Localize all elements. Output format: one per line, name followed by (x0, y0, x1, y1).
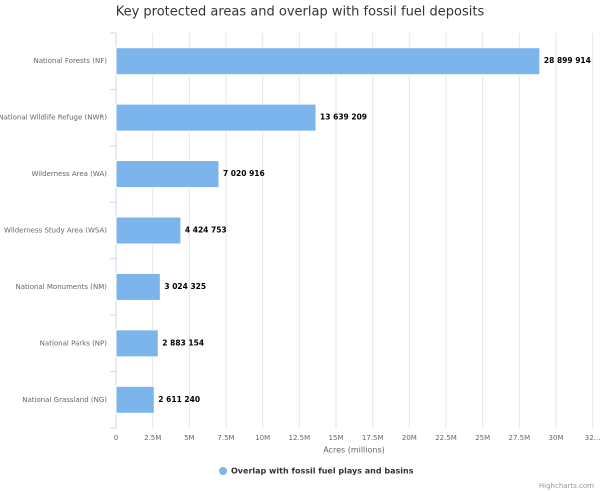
x-tick-label: 7.5M (217, 434, 234, 442)
data-label: 3 024 325 (164, 282, 206, 291)
y-tick-label: National Parks (NP) (40, 339, 108, 347)
y-tick-label: Wilderness Study Area (WSA) (4, 227, 107, 235)
data-label: 2 611 240 (158, 395, 200, 404)
x-tick-label: 2.5M (144, 434, 161, 442)
x-tick-label: 5M (184, 434, 195, 442)
chart-title: Key protected areas and overlap with fos… (116, 5, 485, 20)
x-axis-label: Acres (millions) (323, 446, 385, 455)
x-tick-label: 32… (585, 434, 600, 442)
bar (115, 216, 182, 245)
data-label: 2 883 154 (162, 338, 204, 347)
legend-marker (219, 467, 227, 475)
x-tick-label: 25M (475, 434, 490, 442)
bar (115, 272, 161, 301)
data-label: 4 424 753 (185, 226, 227, 235)
legend-label: Overlap with fossil fuel plays and basin… (231, 467, 414, 476)
x-tick-label: 0 (114, 434, 118, 442)
bar (115, 103, 317, 132)
bar (115, 47, 541, 76)
x-tick-label: 17.5M (362, 434, 384, 442)
x-tick-label: 15M (329, 434, 344, 442)
bar (115, 385, 155, 414)
data-label: 28 899 914 (544, 56, 591, 65)
x-tick-label: 12.5M (289, 434, 311, 442)
x-tick-label: 10M (255, 434, 270, 442)
y-tick-label: National Monuments (NM) (15, 283, 107, 291)
x-tick-label: 30M (549, 434, 564, 442)
bar (115, 329, 159, 358)
credits: Highcharts.com (539, 482, 594, 490)
y-tick-label: National Forests (NF) (34, 57, 108, 65)
x-tick-label: 22.5M (435, 434, 457, 442)
data-label: 7 020 916 (223, 169, 265, 178)
data-label: 13 639 209 (320, 113, 367, 122)
x-tick-label: 20M (402, 434, 417, 442)
y-tick-label: Wilderness Area (WA) (31, 170, 107, 178)
y-tick-label: National Grassland (NG) (22, 396, 107, 404)
x-tick-label: 27.5M (509, 434, 531, 442)
y-tick-label: National Wildlife Refuge (NWR) (0, 114, 107, 122)
bar (115, 160, 220, 189)
